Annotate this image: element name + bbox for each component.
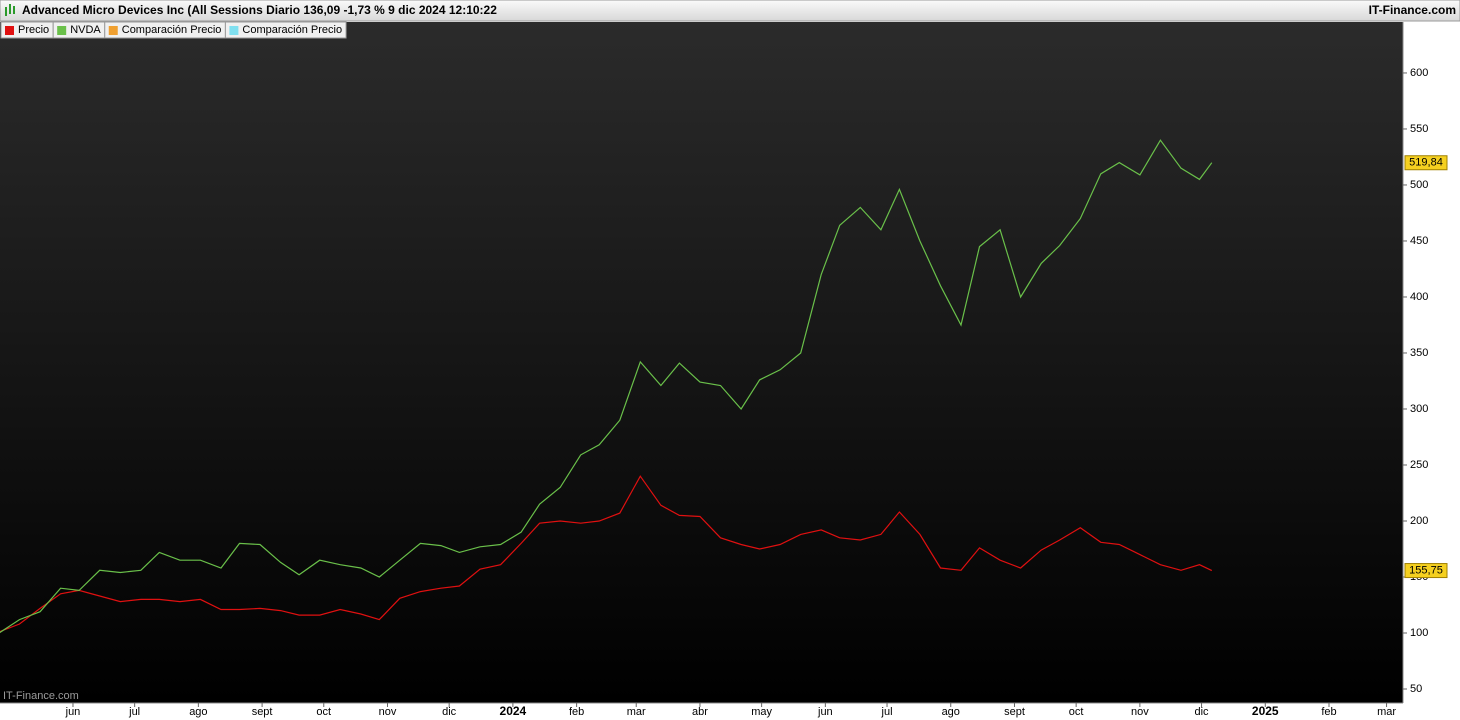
legend: Precio NVDA Comparación Precio Comparación … [0,21,347,39]
last-value-tag [1404,155,1448,171]
x-axis-area [0,703,1460,720]
legend-label: NVDA [70,24,101,36]
y-tick-label: 400 [1410,291,1428,303]
y-tick-label: 600 [1410,67,1428,79]
legend-label: Comparación Precio [242,24,342,36]
y-tick-label: 350 [1410,347,1428,359]
x-tick-label: may [751,706,772,718]
app-icon [5,4,15,16]
x-tick-label: oct [1069,706,1084,718]
series-line [0,475,1213,633]
last-value-label: 519,84 [1409,157,1443,169]
y-axis-area [1403,22,1460,720]
x-tick-label: dic [442,706,457,718]
x-tick-label: abr [692,706,708,718]
y-tick-label: 500 [1410,179,1428,191]
x-tick-label: mar [1377,706,1396,718]
x-tick-label: nov [379,706,397,718]
legend-label: Precio [18,24,49,36]
x-tick-label: ago [942,706,960,718]
y-tick-label: 50 [1410,683,1422,695]
x-tick-label: oct [316,706,331,718]
x-tick-label: feb [569,706,584,718]
x-tick-label: sept [252,706,273,718]
source: IT-Finance.com [1369,3,1456,17]
x-tick-label: jun [817,706,833,718]
y-tick-label: 100 [1410,627,1428,639]
series-line [0,139,1213,634]
y-tick-label: 300 [1410,403,1428,415]
watermark: IT-Finance.com [3,690,79,702]
y-tick-label: 550 [1410,123,1428,135]
legend-swatch [57,26,67,35]
x-tick-label: jul [881,706,893,718]
y-tick-label: 450 [1410,235,1428,247]
y-tick-label: 200 [1410,515,1428,527]
legend-swatch [5,26,14,35]
x-tick-label: ago [189,706,207,718]
legend-item [224,21,347,39]
legend-swatch [108,26,118,35]
x-tick-label: mar [627,706,646,718]
x-tick-label: dic [1195,706,1210,718]
chart-title: Advanced Micro Devices Inc (All Sessions… [22,3,497,17]
legend-swatch [229,26,239,35]
header-bar [0,0,1460,22]
legend-label: Comparación Precio [122,24,222,36]
x-tick-label: nov [1131,706,1149,718]
x-tick-label: jun [65,706,81,718]
x-tick-label: feb [1321,706,1336,718]
y-tick-label: 250 [1410,459,1428,471]
x-tick-label: jul [128,706,140,718]
last-value-tag [1404,563,1448,579]
x-tick-label: 2025 [1252,704,1279,718]
x-tick-label: sept [1004,706,1025,718]
x-tick-label: 2024 [500,704,527,718]
last-value-label: 155,75 [1409,564,1443,576]
plot-area [0,22,1403,703]
